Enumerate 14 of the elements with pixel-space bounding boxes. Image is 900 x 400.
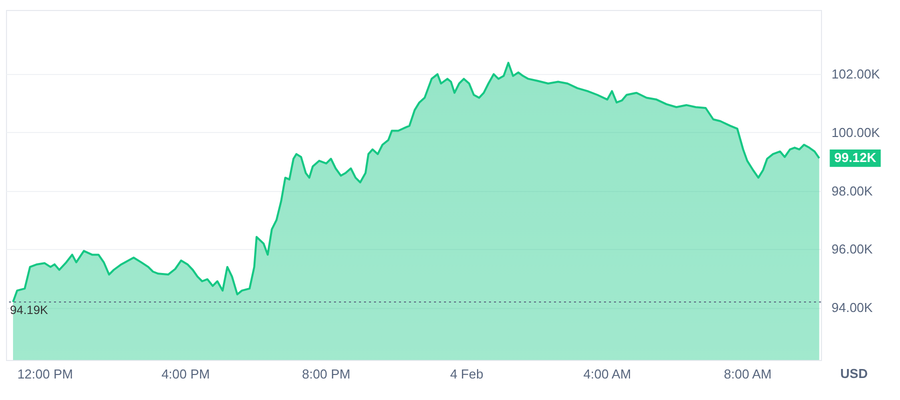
x-tick-label: 8:00 PM — [302, 366, 350, 382]
y-tick-label: 102.00K — [832, 66, 880, 82]
annotation: 99.12K — [834, 150, 877, 166]
y-axis-title: USD — [840, 366, 868, 381]
y-tick-label: 94.00K — [832, 300, 874, 315]
y-tick-label: 100.00K — [832, 125, 880, 140]
x-tick-label: 12:00 PM — [17, 366, 73, 382]
x-tick-label: 8:00 AM — [724, 366, 772, 382]
y-tick-label: 98.00K — [832, 183, 874, 198]
x-tick-label: 4:00 AM — [583, 366, 632, 382]
x-tick-label: 4:00 PM — [161, 366, 210, 382]
x-tick-label: 4 Feb — [450, 366, 484, 382]
ref-line-label: 94.19K — [10, 302, 48, 317]
y-tick-label: 96.00K — [832, 242, 874, 257]
